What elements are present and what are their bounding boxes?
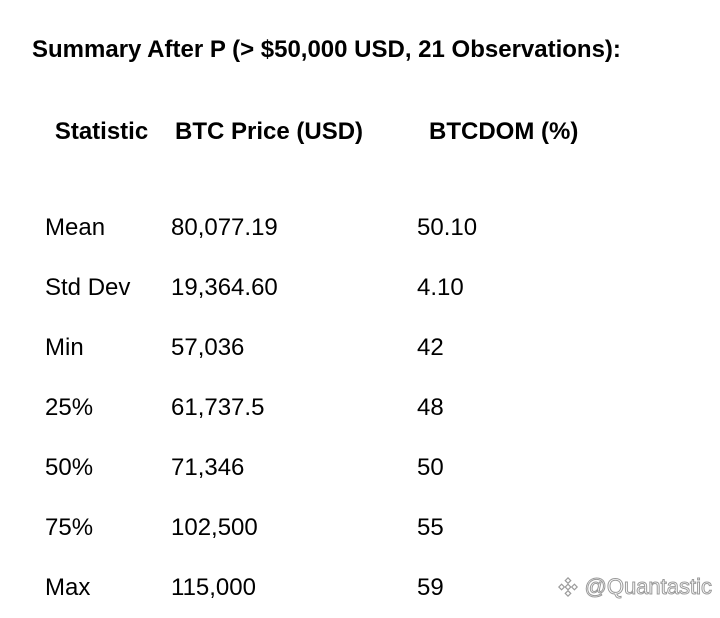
cell-statistic: 75%	[45, 514, 94, 541]
table-row: 50% 71,346 50	[32, 438, 649, 498]
cell-statistic: Min	[45, 334, 84, 361]
binance-logo-icon	[557, 576, 579, 598]
cell-btc-price: 61,737.5	[171, 394, 265, 421]
cell-btcdom: 42	[417, 334, 444, 361]
cell-btc-price: 57,036	[171, 334, 245, 361]
header-btcdom: BTCDOM (%)	[429, 118, 579, 145]
table-row: Std Dev 19,364.60 4.10	[32, 258, 649, 318]
cell-btc-price: 115,000	[171, 574, 256, 601]
page-title: Summary After P (> $50,000 USD, 21 Obser…	[32, 36, 621, 63]
summary-table: Statistic BTC Price (USD) BTCDOM (%) Mea…	[32, 106, 649, 618]
cell-statistic: 25%	[45, 394, 94, 421]
cell-btcdom: 48	[417, 394, 444, 421]
cell-statistic: Max	[45, 574, 91, 601]
table-row: Max 115,000 59	[32, 558, 649, 618]
table-header-row: Statistic BTC Price (USD) BTCDOM (%)	[32, 106, 649, 198]
header-statistic: Statistic	[54, 118, 149, 145]
cell-btc-price: 80,077.19	[171, 214, 278, 241]
cell-statistic: 50%	[45, 454, 94, 481]
cell-btc-price: 71,346	[171, 454, 245, 481]
cell-btc-price: 102,500	[171, 514, 258, 541]
cell-btc-price: 19,364.60	[171, 274, 278, 301]
table-row: 75% 102,500 55	[32, 498, 649, 558]
header-btc-price: BTC Price (USD)	[175, 118, 364, 145]
cell-btcdom: 55	[417, 514, 444, 541]
table-row: 25% 61,737.5 48	[32, 378, 649, 438]
cell-btcdom: 59	[417, 574, 444, 601]
watermark: @Quantastic	[557, 574, 712, 600]
table-row: Mean 80,077.19 50.10	[32, 198, 649, 258]
cell-statistic: Mean	[45, 214, 106, 241]
table-row: Min 57,036 42	[32, 318, 649, 378]
watermark-text: @Quantastic	[584, 574, 712, 600]
cell-btcdom: 50.10	[417, 214, 478, 241]
cell-statistic: Std Dev	[45, 274, 131, 301]
cell-btcdom: 50	[417, 454, 444, 481]
cell-btcdom: 4.10	[417, 274, 464, 301]
